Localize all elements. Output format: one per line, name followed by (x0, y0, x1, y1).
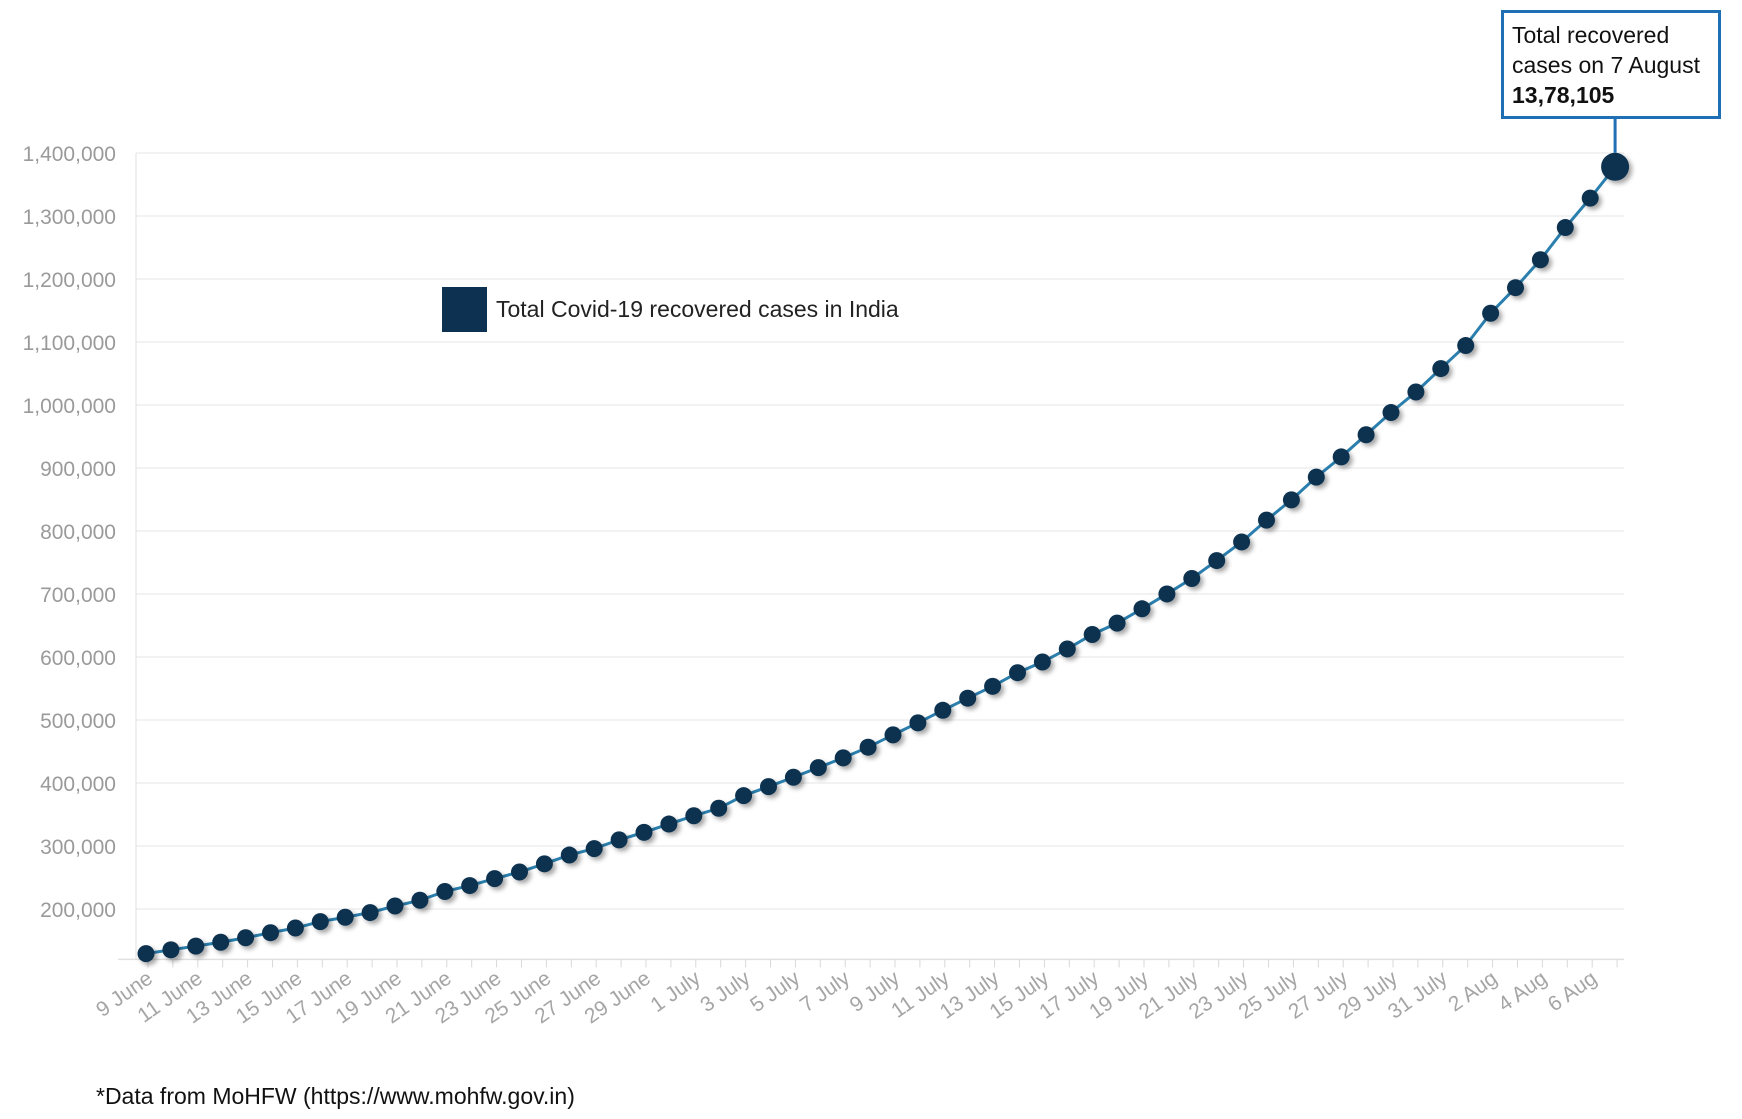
highlight-point (1601, 152, 1630, 181)
callout-line-1: Total recovered (1512, 22, 1670, 48)
data-point (660, 815, 678, 833)
data-point (635, 823, 653, 841)
data-point (1058, 640, 1076, 658)
series-line (145, 165, 1617, 956)
chart-legend: Total Covid-19 recovered cases in India (442, 287, 899, 332)
data-point (1531, 251, 1549, 269)
data-point (1332, 448, 1350, 466)
data-point (1507, 279, 1524, 297)
y-axis-ticks: 200,000 300,000 400,000 500,000 600,000 700,0… (23, 143, 116, 922)
data-point (809, 759, 827, 777)
data-point (585, 840, 603, 858)
data-point (411, 891, 429, 909)
y-tick-label: 600,000 (40, 647, 116, 670)
data-point (461, 877, 479, 895)
data-point (1233, 533, 1251, 551)
data-point (311, 913, 329, 931)
annotation-callout: Total recovered cases on 7 August 13,78,… (1501, 10, 1721, 119)
data-point (934, 701, 952, 719)
data-point (1407, 383, 1425, 401)
data-point (1158, 585, 1176, 603)
data-point (1432, 360, 1450, 378)
y-tick-label: 500,000 (40, 710, 116, 733)
data-point (187, 937, 205, 955)
data-point (1482, 304, 1500, 322)
data-point (1357, 426, 1375, 444)
data-point (286, 919, 304, 937)
x-tick-label: 4 Aug (1494, 967, 1551, 1017)
data-point (162, 941, 180, 959)
data-point (1457, 337, 1475, 355)
data-point (1183, 570, 1201, 588)
data-point (1009, 664, 1026, 682)
series-recovered-cases (137, 152, 1630, 963)
data-point (735, 787, 753, 805)
callout-value: 13,78,105 (1512, 82, 1615, 108)
y-tick-label: 300,000 (40, 836, 116, 859)
data-point (1282, 491, 1300, 509)
y-tick-label: 800,000 (40, 521, 116, 544)
data-point (959, 689, 977, 707)
y-tick-label: 200,000 (40, 899, 116, 922)
data-point (486, 870, 504, 888)
data-point (1083, 625, 1101, 643)
data-point (859, 738, 877, 756)
legend-label: Total Covid-19 recovered cases in India (496, 296, 899, 322)
data-point (137, 945, 155, 963)
data-point (1307, 468, 1325, 486)
y-tick-label: 1,000,000 (23, 395, 116, 418)
legend-swatch (442, 287, 487, 332)
data-point (1033, 653, 1051, 671)
data-point (760, 778, 777, 796)
data-point (361, 904, 379, 922)
data-point (560, 846, 578, 864)
data-point (710, 799, 728, 817)
data-point (834, 749, 852, 767)
data-point (1208, 552, 1226, 570)
x-tick-label: 2 Aug (1444, 967, 1501, 1017)
y-tick-label: 1,400,000 (23, 143, 116, 166)
x-tick-label: 1 July (647, 966, 706, 1017)
gridlines (118, 152, 1624, 961)
data-point (909, 714, 927, 732)
x-tick-label: 7 July (796, 966, 855, 1017)
data-point (784, 768, 802, 786)
data-point (336, 908, 354, 926)
data-point (511, 863, 528, 881)
data-source-footnote: *Data from MoHFW (https://www.mohfw.gov.… (96, 1083, 575, 1109)
x-tick-label: 3 July (696, 966, 755, 1017)
data-point (1108, 614, 1126, 632)
y-tick-label: 1,200,000 (23, 269, 116, 292)
y-tick-label: 1,100,000 (23, 332, 116, 355)
data-point (237, 929, 255, 947)
data-point (1133, 600, 1151, 618)
data-point (262, 924, 279, 942)
data-point (610, 831, 628, 849)
callout-line-2: cases on 7 August (1512, 52, 1700, 78)
x-tick-label: 5 July (746, 966, 805, 1017)
y-tick-label: 400,000 (40, 773, 116, 796)
data-point (212, 933, 230, 951)
data-point (386, 897, 404, 915)
data-point (984, 677, 1002, 695)
data-point (685, 807, 703, 825)
data-point (535, 855, 553, 873)
data-point (1258, 511, 1275, 529)
y-tick-label: 900,000 (40, 458, 116, 481)
data-point (1382, 404, 1400, 422)
x-tick-label: 6 Aug (1544, 967, 1601, 1017)
data-point (436, 883, 454, 901)
y-tick-label: 1,300,000 (23, 206, 116, 229)
data-point (884, 726, 902, 744)
y-tick-label: 700,000 (40, 584, 116, 607)
data-point (1556, 219, 1574, 237)
data-point (1581, 189, 1599, 207)
